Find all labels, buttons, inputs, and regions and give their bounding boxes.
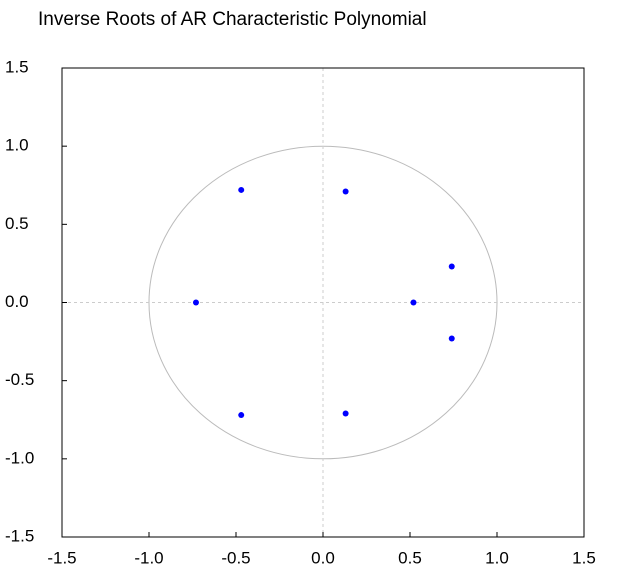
x-tick-label: -0.5 [221,548,250,567]
y-tick-label: 1.0 [5,136,29,155]
root-point [448,335,455,342]
y-tick-label: -1.5 [5,526,34,545]
y-tick-label: -1.0 [5,448,34,467]
root-point [192,299,199,306]
y-tick-label: 0.5 [5,214,29,233]
root-point [238,186,245,193]
root-point [342,188,349,195]
x-tick-label: 0.0 [311,548,335,567]
x-tick-label: -1.5 [47,548,76,567]
x-tick-label: 1.0 [485,548,509,567]
chart-title: Inverse Roots of AR Characteristic Polyn… [38,9,427,30]
y-tick-label: 0.0 [5,292,29,311]
x-tick-label: 1.5 [572,548,596,567]
y-tick-label: -0.5 [5,370,34,389]
root-point [342,410,349,417]
x-tick-label: 0.5 [398,548,422,567]
root-point [448,263,455,270]
root-point [238,412,245,419]
x-tick-label: -1.0 [134,548,163,567]
root-point [410,299,417,306]
y-tick-label: 1.5 [5,57,29,76]
